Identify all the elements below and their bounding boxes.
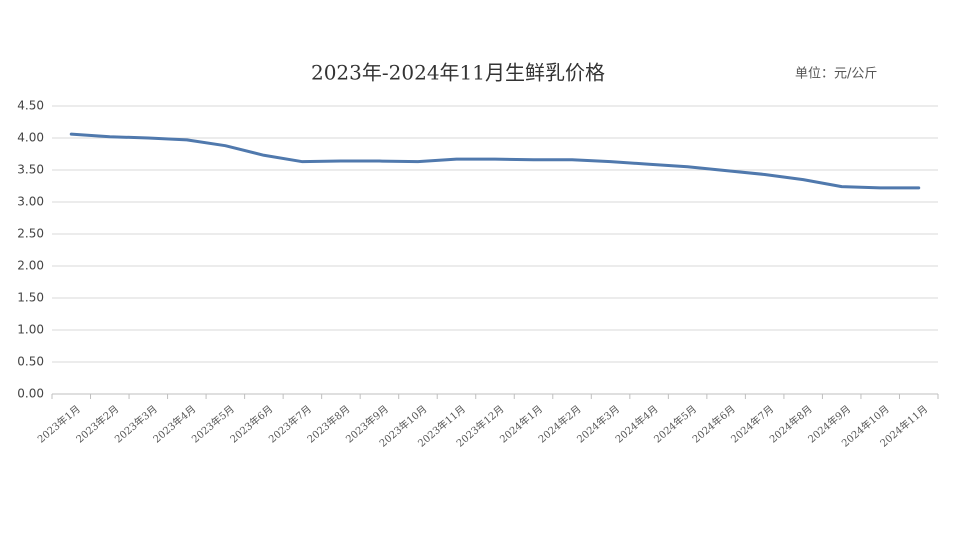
y-tick-label: 1.50 [17,291,44,305]
y-tick-label: 3.50 [17,163,44,177]
y-tick-label: 4.00 [17,131,44,145]
line-series [69,132,921,190]
chart-title: 2023年-2024年11月生鲜乳价格 [311,61,605,85]
y-tick-label: 0.50 [17,355,44,369]
y-tick-label: 2.50 [17,227,44,241]
y-tick-label: 4.50 [17,99,44,113]
y-tick-label: 3.00 [17,195,44,209]
y-tick-label: 2.00 [17,259,44,273]
unit-label: 单位：元/公斤 [795,67,877,82]
y-tick-label: 1.00 [17,323,44,337]
y-tick-label: 0.00 [17,387,44,401]
